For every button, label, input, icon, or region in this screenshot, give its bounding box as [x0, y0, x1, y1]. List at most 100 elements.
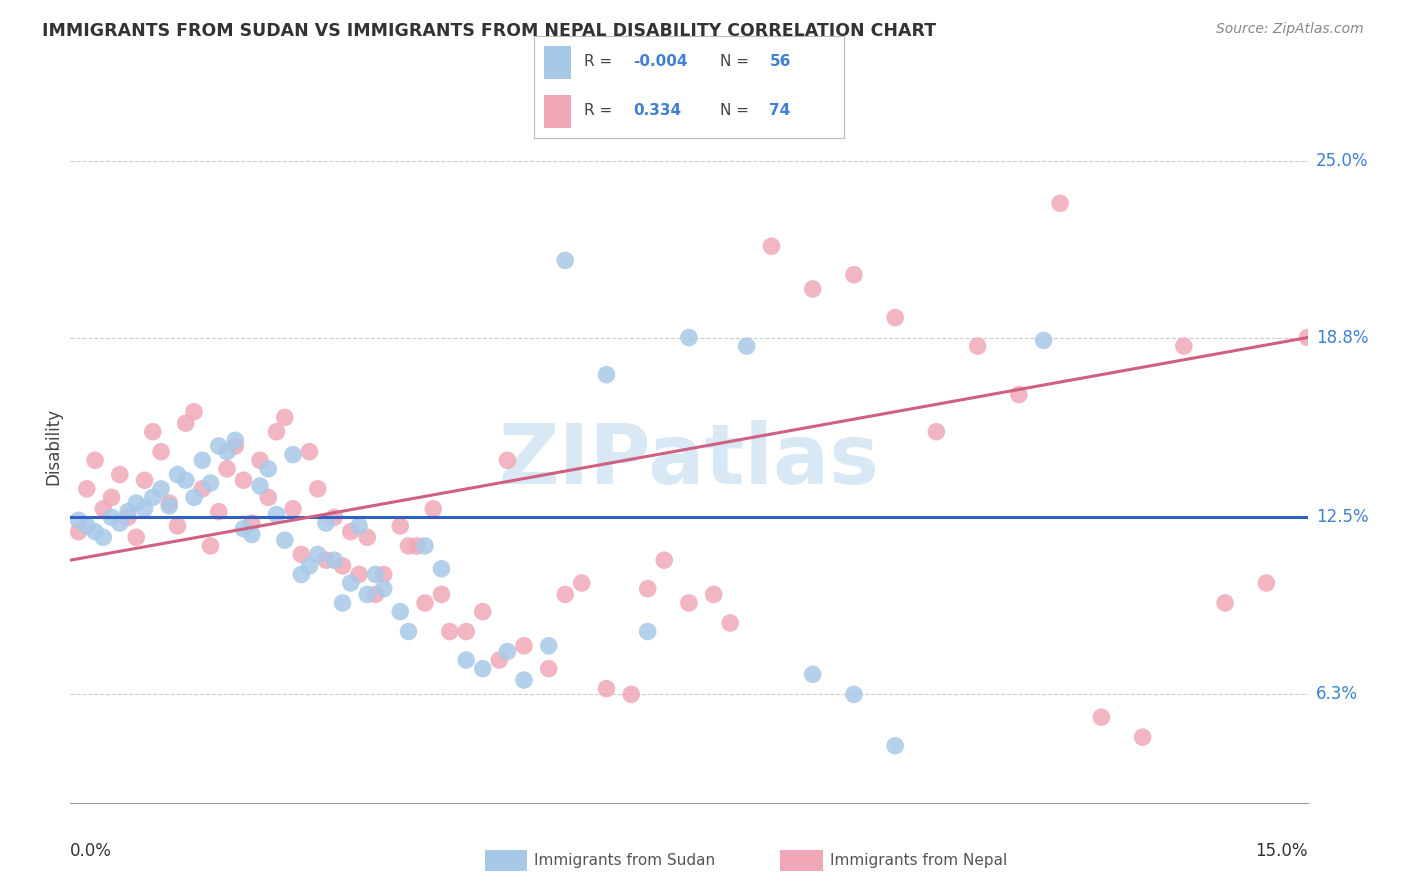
Point [290, 567, 312, 582]
Point [150, 482, 173, 496]
Text: 0.0%: 0.0% [70, 842, 112, 860]
Point [339, 576, 361, 591]
Point [108, 516, 131, 530]
Point [281, 448, 304, 462]
Point [373, 582, 395, 596]
Point [67, 513, 90, 527]
Point [332, 558, 354, 573]
Point [595, 681, 617, 696]
Point [456, 653, 478, 667]
Point [208, 505, 231, 519]
Point [315, 516, 337, 530]
Point [678, 330, 700, 344]
Point [884, 739, 907, 753]
Point [257, 491, 280, 505]
Point [332, 596, 354, 610]
Y-axis label: Disability: Disability [44, 408, 62, 484]
Point [274, 533, 297, 548]
Point [200, 539, 222, 553]
Point [389, 605, 412, 619]
Point [496, 453, 519, 467]
Point [215, 462, 238, 476]
Text: Immigrants from Sudan: Immigrants from Sudan [534, 854, 716, 868]
Point [1296, 330, 1319, 344]
Point [471, 662, 494, 676]
Point [134, 501, 156, 516]
Text: Immigrants from Nepal: Immigrants from Nepal [830, 854, 1007, 868]
Point [142, 425, 165, 439]
Point [1049, 196, 1071, 211]
Point [150, 444, 173, 458]
Text: R =: R = [583, 103, 617, 118]
Point [1256, 576, 1278, 591]
Point [100, 491, 122, 505]
Point [413, 539, 436, 553]
Point [257, 462, 280, 476]
Point [637, 624, 659, 639]
Text: 56: 56 [769, 54, 790, 69]
Point [801, 667, 824, 681]
Point [274, 410, 297, 425]
FancyBboxPatch shape [544, 95, 571, 128]
Point [1173, 339, 1195, 353]
FancyBboxPatch shape [544, 46, 571, 78]
Point [571, 576, 593, 591]
Point [125, 496, 148, 510]
Point [966, 339, 988, 353]
Text: N =: N = [720, 103, 754, 118]
Point [157, 499, 180, 513]
Point [1132, 730, 1154, 744]
Point [117, 510, 139, 524]
Point [200, 476, 222, 491]
Point [703, 587, 725, 601]
Point [347, 567, 370, 582]
Point [208, 439, 231, 453]
Point [134, 473, 156, 487]
Text: 0.334: 0.334 [633, 103, 682, 118]
Point [364, 567, 387, 582]
Point [166, 467, 188, 482]
Point [488, 653, 510, 667]
Text: -0.004: -0.004 [633, 54, 688, 69]
Point [735, 339, 758, 353]
Point [1213, 596, 1236, 610]
Point [761, 239, 783, 253]
Text: 12.5%: 12.5% [1316, 508, 1368, 526]
Point [183, 405, 205, 419]
Point [281, 501, 304, 516]
Point [224, 439, 246, 453]
Point [76, 482, 98, 496]
Point [232, 473, 254, 487]
Point [398, 539, 420, 553]
Point [84, 524, 107, 539]
Point [364, 587, 387, 601]
Point [174, 473, 197, 487]
Point [537, 662, 560, 676]
Point [298, 558, 321, 573]
Point [142, 491, 165, 505]
Point [315, 553, 337, 567]
Point [884, 310, 907, 325]
Point [323, 553, 346, 567]
Point [637, 582, 659, 596]
Point [191, 482, 214, 496]
Point [323, 510, 346, 524]
Point [513, 639, 536, 653]
Point [842, 268, 865, 282]
Point [191, 453, 214, 467]
Point [678, 596, 700, 610]
Point [240, 527, 263, 541]
Point [125, 530, 148, 544]
Point [91, 530, 114, 544]
Point [108, 467, 131, 482]
Point [298, 444, 321, 458]
Point [266, 425, 288, 439]
Point [249, 479, 271, 493]
Point [339, 524, 361, 539]
Point [718, 615, 741, 630]
Text: 6.3%: 6.3% [1316, 685, 1358, 703]
Point [620, 687, 643, 701]
Point [389, 519, 412, 533]
Point [307, 548, 329, 562]
Point [925, 425, 948, 439]
